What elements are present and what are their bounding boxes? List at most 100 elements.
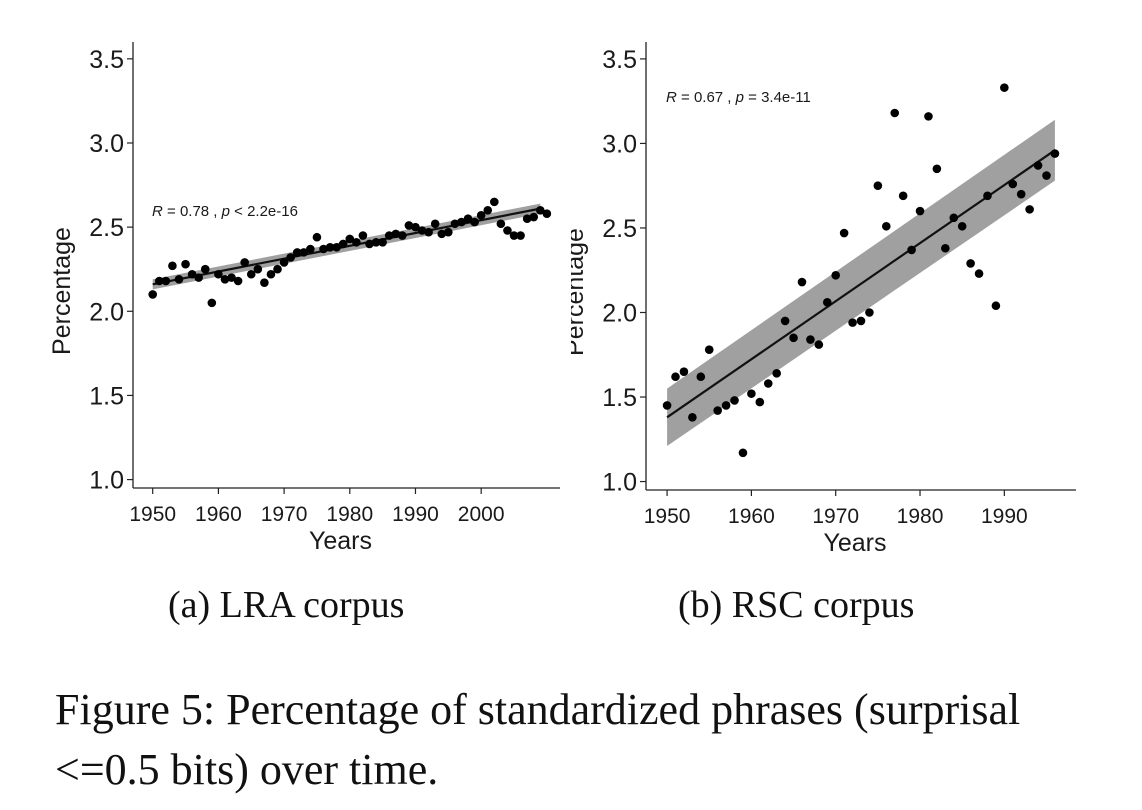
c1-data-point <box>721 401 731 410</box>
c0-data-point <box>240 258 249 267</box>
c0-data-point <box>358 231 368 240</box>
c1-y-tick-label: 1.0 <box>602 469 637 497</box>
c1-data-point <box>688 413 697 422</box>
figure-caption: Figure 5: Percentage of standardized phr… <box>55 685 1021 794</box>
c1-data-point <box>806 335 815 344</box>
c1-y-tick-label: 1.5 <box>602 384 637 412</box>
c0-data-point <box>404 221 414 230</box>
c1-data-point <box>679 367 689 376</box>
c0-x-tick-label: 1970 <box>261 503 308 526</box>
c1-data-point <box>924 112 933 121</box>
c0-data-point <box>260 278 269 287</box>
c1-x-axis-title: Years <box>823 529 886 557</box>
c1-data-point <box>1042 171 1051 180</box>
c1-data-point <box>1050 149 1060 158</box>
c0-data-point <box>522 214 532 224</box>
c0-data-point <box>496 219 506 229</box>
c0-data-point <box>503 226 512 235</box>
c1-data-point <box>983 191 992 201</box>
c1-data-point <box>772 369 781 378</box>
c0-data-point <box>299 248 309 257</box>
c1-data-point <box>713 406 722 415</box>
c1-x-tick-label: 1950 <box>644 505 691 528</box>
c0-data-point <box>306 244 315 254</box>
c1-data-point <box>763 379 773 388</box>
c0-data-point <box>286 253 295 262</box>
c0-data-point <box>542 209 552 218</box>
c0-x-tick-label: 1990 <box>392 503 439 526</box>
c1-data-point <box>881 221 891 231</box>
c0-x-tick-label: 2000 <box>458 503 505 526</box>
c1-data-point <box>789 333 798 343</box>
c0-data-point <box>194 273 203 282</box>
c0-data-point <box>227 273 236 282</box>
c1-data-point <box>797 277 807 287</box>
c0-data-point <box>233 276 243 286</box>
c0-data-point <box>332 243 341 252</box>
c0-data-point <box>417 226 427 235</box>
c0-data-point <box>345 234 355 244</box>
c1-data-point <box>890 108 900 118</box>
chart-lra: 1.0 1.5 2.0 2.5 3.0 3.5 1950 1960 1970 1980 1990 20… <box>0 0 571 580</box>
c0-data-point <box>266 269 276 279</box>
c0-data-point <box>174 275 184 284</box>
c0-data-point <box>529 212 539 222</box>
c1-data-point <box>1000 83 1009 92</box>
c0-data-point <box>437 229 447 239</box>
c0-x-axis-title: Years <box>309 527 372 555</box>
c0-data-point <box>476 211 486 220</box>
c0-y-tick-label: 1.0 <box>89 467 124 495</box>
c0-data-point <box>384 231 394 240</box>
c0-data-point <box>365 239 374 249</box>
subcaption-rsc: (b) RSC corpus <box>678 584 915 626</box>
c1-data-point <box>696 372 706 382</box>
c1-y-tick-label: 2.5 <box>602 215 637 243</box>
c0-data-point <box>312 232 322 242</box>
c1-data-point <box>974 269 984 278</box>
c1-data-point <box>873 181 883 190</box>
c1-data-point <box>1008 179 1018 189</box>
c0-correlation-annotation: R = 0.78 , p < 2.2e-16 <box>152 203 298 220</box>
c1-data-point <box>738 448 748 458</box>
c1-x-tick-label: 1960 <box>728 505 775 528</box>
c0-data-point <box>391 229 401 239</box>
c1-data-point <box>814 340 824 349</box>
c0-x-tick-label: 1960 <box>195 503 242 526</box>
c1-y-tick-label: 3.5 <box>602 46 637 74</box>
c0-data-point <box>161 276 171 286</box>
c1-data-point <box>898 191 908 201</box>
c0-data-point <box>457 217 466 227</box>
c0-data-point <box>509 231 519 240</box>
c0-data-point <box>148 290 158 299</box>
c1-data-point <box>730 396 739 405</box>
c0-y-axis-title: Percentage <box>48 227 76 355</box>
c0-data-point <box>470 217 479 227</box>
c1-x-tick-label: 1980 <box>897 505 944 528</box>
c0-y-tick-label: 3.0 <box>89 130 124 158</box>
c0-data-point <box>444 227 453 237</box>
c0-x-tick-label: 1950 <box>129 503 176 526</box>
c0-x-tick-label: 1980 <box>326 503 373 526</box>
c0-data-point <box>273 264 282 274</box>
c0-data-point <box>490 197 499 207</box>
c1-data-point <box>671 372 680 382</box>
c1-x-tick-label: 1990 <box>981 505 1028 528</box>
chart-rsc-svg: 1.0 1.5 2.0 2.5 3.0 3.5 1950 1960 1970 1980 1990 Ye… <box>561 42 1076 557</box>
c1-data-point <box>907 245 916 255</box>
c0-data-point <box>207 298 217 308</box>
c1-data-point <box>932 164 942 174</box>
c0-data-point <box>325 243 335 252</box>
c1-y-axis-title: Percentage <box>571 228 589 356</box>
c1-data-point <box>856 316 866 326</box>
c1-data-point <box>848 318 857 327</box>
c0-data-point <box>187 269 197 279</box>
c0-data-point <box>463 214 473 224</box>
c1-y-tick-label: 2.0 <box>602 299 637 327</box>
c1-data-point <box>704 345 714 354</box>
c1-data-point <box>941 243 950 253</box>
c0-data-point <box>535 206 545 215</box>
c1-data-point <box>822 298 832 307</box>
c0-y-tick-label: 2.5 <box>89 214 124 242</box>
c0-data-point <box>411 222 420 232</box>
c0-data-point <box>220 275 230 284</box>
